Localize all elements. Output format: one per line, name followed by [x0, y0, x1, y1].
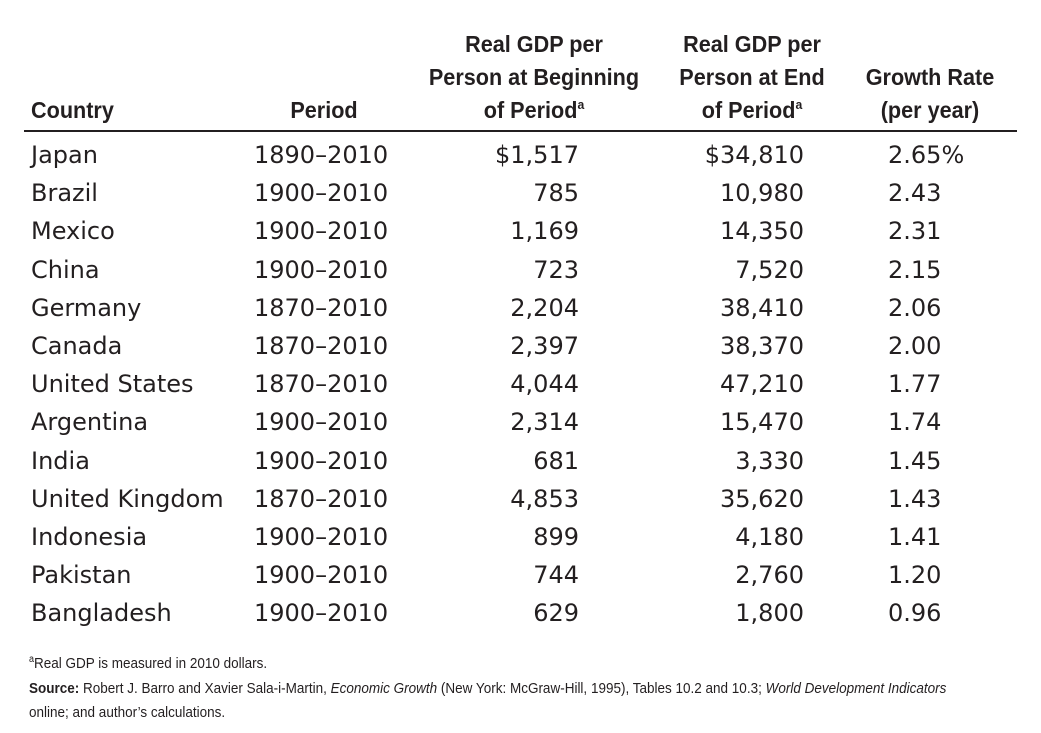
end-gdp-cell: 38,370 [720, 331, 804, 360]
header-rule [24, 130, 1017, 132]
begin-gdp-cell: 2,397 [510, 331, 579, 360]
table-body: Japan 1890–2010 $1,517 $34,810 2.65% Brazil 19… [0, 137, 1041, 633]
period-cell: 1900–2010 [254, 561, 389, 590]
period-cell: 1900–2010 [254, 217, 389, 246]
source-label: Source: [29, 680, 80, 697]
growth-rate-cell: 2.15 [888, 255, 942, 284]
table-row: Pakistan 1900–2010 744 2,760 1.20 [0, 557, 1041, 595]
end-gdp-cell: 35,620 [720, 484, 804, 513]
table-row: United Kingdom 1870–2010 4,853 35,620 1.43 [0, 481, 1041, 519]
begin-gdp-cell: 744 [533, 561, 579, 590]
begin-gdp-cell: 785 [533, 179, 579, 208]
growth-rate-cell: 1.45 [888, 446, 942, 475]
wdi-title: World Development Indicators [765, 680, 947, 697]
end-gdp-cell: 15,470 [720, 408, 804, 437]
period-cell: 1870–2010 [254, 293, 389, 322]
begin-gdp-cell: 681 [533, 446, 579, 475]
end-gdp-cell: 14,350 [720, 217, 804, 246]
begin-gdp-cell: 2,204 [510, 293, 579, 322]
table-row: Canada 1870–2010 2,397 38,370 2.00 [0, 328, 1041, 366]
book-title: Economic Growth [330, 680, 438, 697]
country-cell: Canada [31, 331, 123, 360]
begin-gdp-cell: 4,853 [510, 484, 579, 513]
end-gdp-cell: 38,410 [720, 293, 804, 322]
country-cell: United States [31, 370, 194, 399]
begin-gdp-cell: 899 [533, 522, 579, 551]
end-gdp-cell: 4,180 [735, 522, 804, 551]
country-cell: Bangladesh [31, 599, 172, 628]
growth-rate-cell: 2.31 [888, 217, 942, 246]
table-row: Argentina 1900–2010 2,314 15,470 1.74 [0, 404, 1041, 442]
footnote: aReal GDP is measured in 2010 dollars. [29, 654, 268, 673]
country-cell: Pakistan [31, 561, 132, 590]
table-row: Brazil 1900–2010 785 10,980 2.43 [0, 175, 1041, 213]
end-gdp-cell: 3,330 [735, 446, 804, 475]
growth-rate-cell: 1.77 [888, 370, 942, 399]
end-gdp-cell: 10,980 [720, 179, 804, 208]
country-cell: China [31, 255, 100, 284]
growth-rate-cell: 1.43 [888, 484, 942, 513]
begin-gdp-cell: 1,169 [510, 217, 579, 246]
country-cell: India [31, 446, 90, 475]
footnote-mark: a [795, 97, 803, 112]
country-cell: Mexico [31, 217, 115, 246]
period-cell: 1900–2010 [254, 408, 389, 437]
growth-rate-cell: 2.43 [888, 179, 942, 208]
growth-rate-cell: 2.06 [888, 293, 942, 322]
table-row: Bangladesh 1900–2010 629 1,800 0.96 [0, 595, 1041, 633]
period-cell: 1900–2010 [254, 599, 389, 628]
period-cell: 1900–2010 [254, 446, 389, 475]
end-gdp-cell: 1,800 [735, 599, 804, 628]
period-cell: 1870–2010 [254, 331, 389, 360]
growth-rate-cell: 0.96 [888, 599, 942, 628]
begin-gdp-cell: 2,314 [510, 408, 579, 437]
end-gdp-cell: 47,210 [720, 370, 804, 399]
country-cell: Germany [31, 293, 142, 322]
table-row: United States 1870–2010 4,044 47,210 1.77 [0, 366, 1041, 404]
table-row: India 1900–2010 681 3,330 1.45 [0, 443, 1041, 481]
table-row: Japan 1890–2010 $1,517 $34,810 2.65% [0, 137, 1041, 175]
country-cell: Argentina [31, 408, 149, 437]
begin-gdp-cell: 4,044 [510, 370, 579, 399]
country-cell: Indonesia [31, 522, 148, 551]
period-cell: 1900–2010 [254, 522, 389, 551]
growth-rate-cell: 1.41 [888, 522, 942, 551]
begin-gdp-cell: $1,517 [495, 141, 579, 169]
table-row: Germany 1870–2010 2,204 38,410 2.06 [0, 290, 1041, 328]
growth-rate-cell: 2.00 [888, 331, 942, 360]
header-country: Country [31, 97, 114, 123]
period-cell: 1900–2010 [254, 255, 389, 284]
header-growth-rate: Growth Rate (per year) [865, 64, 995, 123]
end-gdp-cell: 7,520 [735, 255, 804, 284]
header-period: Period [290, 97, 358, 123]
header-begin-gdp: Real GDP per Person at Beginning of Peri… [428, 31, 640, 123]
period-cell: 1870–2010 [254, 484, 389, 513]
source-note-line2: online; and author’s calculations. [29, 704, 226, 721]
begin-gdp-cell: 723 [533, 255, 579, 284]
growth-rate-cell: 1.20 [888, 561, 942, 590]
period-cell: 1870–2010 [254, 370, 389, 399]
period-cell: 1890–2010 [254, 141, 389, 169]
end-gdp-cell: 2,760 [735, 561, 804, 590]
footnote-mark: a [577, 97, 585, 112]
table-row: Mexico 1900–2010 1,169 14,350 2.31 [0, 213, 1041, 251]
footnote-mark: a [29, 654, 35, 665]
source-note: Source: Robert J. Barro and Xavier Sala-… [29, 680, 947, 697]
growth-rate-cell: 1.74 [888, 408, 942, 437]
table-row: China 1900–2010 723 7,520 2.15 [0, 252, 1041, 290]
country-cell: Japan [31, 141, 98, 169]
end-gdp-cell: $34,810 [704, 141, 804, 169]
period-cell: 1900–2010 [254, 179, 389, 208]
header-end-gdp: Real GDP per Person at End of Perioda [679, 31, 825, 123]
table-row: Indonesia 1900–2010 899 4,180 1.41 [0, 519, 1041, 557]
country-cell: Brazil [31, 179, 98, 208]
begin-gdp-cell: 629 [533, 599, 579, 628]
country-cell: United Kingdom [31, 484, 224, 513]
growth-rate-cell: 2.65% [888, 141, 965, 169]
